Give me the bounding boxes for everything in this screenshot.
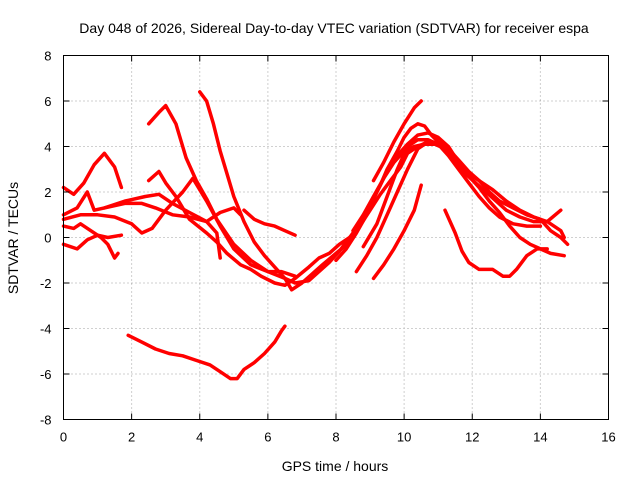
series-s8 — [146, 103, 566, 285]
y-tick-label: -4 — [40, 322, 52, 337]
y-tick-label: 2 — [44, 185, 51, 200]
x-tick-label: 0 — [60, 430, 67, 445]
y-tick-label: -6 — [40, 367, 52, 382]
y-tick-label: 0 — [44, 231, 51, 246]
series-s15 — [371, 183, 423, 281]
series-s6 — [61, 176, 297, 278]
x-tick-label: 2 — [128, 430, 135, 445]
x-tick-label: 12 — [465, 430, 479, 445]
series-s12 — [361, 137, 543, 249]
x-tick-label: 16 — [601, 430, 615, 445]
x-tick-label: 8 — [332, 430, 339, 445]
y-axis-label: SDTVAR / TECUs — [5, 182, 21, 294]
y-tick-label: -8 — [40, 413, 52, 428]
x-tick-label: 6 — [264, 430, 271, 445]
y-tick-label: -2 — [40, 276, 52, 291]
series-s17 — [242, 208, 297, 237]
series-s14 — [371, 99, 423, 183]
series-s13 — [354, 140, 451, 274]
x-tick-label: 14 — [533, 430, 547, 445]
series-s16 — [443, 208, 549, 278]
x-tick-label: 10 — [397, 430, 411, 445]
y-tick-label: 8 — [44, 49, 51, 64]
x-tick-label: 4 — [196, 430, 203, 445]
chart-title: Day 048 of 2026, Sidereal Day-to-day VTE… — [79, 20, 589, 36]
series-s1 — [61, 151, 124, 197]
y-tick-label: 6 — [44, 94, 51, 109]
series-s5 — [102, 201, 243, 224]
grid — [63, 55, 609, 420]
series-s3 — [61, 222, 120, 260]
series-s9 — [198, 90, 570, 292]
series-s10 — [334, 131, 566, 263]
data-series — [61, 90, 570, 381]
series-s7 — [146, 169, 352, 288]
y-tick-label: 4 — [44, 140, 51, 155]
series-s4 — [61, 233, 124, 251]
series-s18 — [126, 324, 287, 381]
axis-ticks: 0 2 4 6 8 10 12 14 16 -8 -6 -4 -2 0 2 4 6 8 — [40, 49, 616, 445]
x-axis-label: GPS time / hours — [282, 458, 389, 474]
